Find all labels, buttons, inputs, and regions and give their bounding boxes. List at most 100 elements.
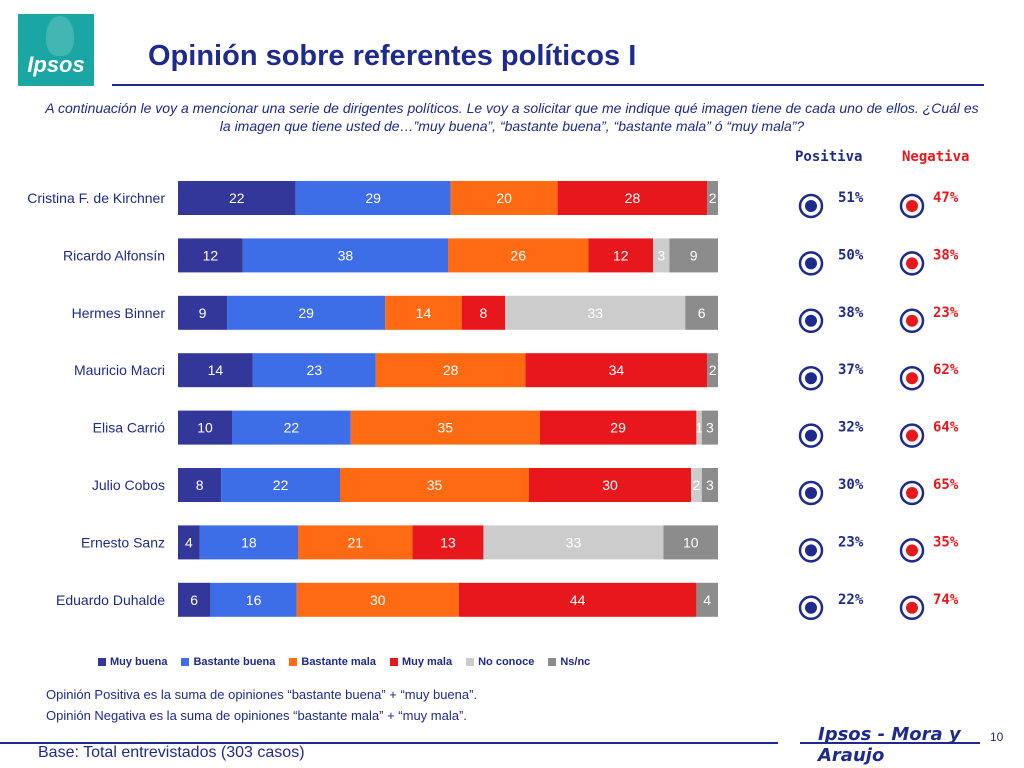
chart-legend: Muy buena Bastante buena Bastante mala Muy … bbox=[98, 656, 604, 668]
data-label: 21 bbox=[347, 534, 363, 550]
negativa-dot-icon bbox=[906, 257, 918, 270]
positiva-dot-icon bbox=[805, 200, 817, 212]
data-label: 30 bbox=[602, 477, 618, 493]
legend-label: Bastante buena bbox=[193, 656, 276, 668]
positiva-value: 37% bbox=[838, 362, 864, 378]
negativa-dot-icon bbox=[906, 487, 918, 499]
bar-segment bbox=[252, 353, 376, 388]
data-label: 6 bbox=[190, 592, 198, 608]
bar-segment bbox=[557, 181, 708, 215]
bar-segment bbox=[350, 410, 540, 445]
bar-segment bbox=[232, 410, 351, 445]
negativa-value: 74% bbox=[933, 592, 959, 608]
title-divider bbox=[112, 84, 984, 86]
data-label: 4 bbox=[185, 534, 193, 550]
data-label: 4 bbox=[703, 592, 711, 608]
bar-segment bbox=[178, 238, 243, 273]
footer-divider bbox=[0, 742, 778, 744]
negativa-value: 62% bbox=[933, 362, 959, 378]
bar-segment bbox=[458, 582, 697, 617]
bar-segment bbox=[375, 353, 526, 388]
category-label: Eduardo Duhalde bbox=[56, 592, 165, 608]
data-label: 28 bbox=[443, 362, 459, 378]
bar-segment bbox=[701, 468, 718, 502]
bar-segment bbox=[295, 181, 451, 215]
data-label: 22 bbox=[229, 190, 245, 206]
bar-segment bbox=[588, 238, 654, 273]
data-label: 35 bbox=[427, 477, 443, 493]
positiva-value: 50% bbox=[838, 247, 864, 263]
bar-segment bbox=[696, 582, 718, 617]
data-label: 14 bbox=[416, 305, 432, 321]
positiva-dot-icon bbox=[805, 257, 817, 270]
bar-segment bbox=[448, 238, 589, 273]
category-label: Ernesto Sanz bbox=[81, 534, 165, 550]
bar-segment bbox=[653, 238, 670, 273]
positiva-value: 30% bbox=[838, 477, 864, 493]
note-negativa: Opinión Negativa es la suma de opiniones… bbox=[46, 708, 467, 723]
data-label: 12 bbox=[613, 247, 629, 263]
legend-swatch bbox=[466, 658, 475, 666]
legend-label: No conoce bbox=[478, 656, 535, 668]
bar-segment bbox=[412, 525, 484, 560]
positiva-value: 38% bbox=[838, 305, 864, 321]
bar-segment bbox=[221, 468, 340, 502]
legend-item: Bastante mala bbox=[289, 656, 376, 668]
data-label: 35 bbox=[438, 420, 454, 436]
data-label: 23 bbox=[307, 362, 323, 378]
legend-swatch bbox=[289, 658, 298, 666]
category-label: Ricardo Alfonsín bbox=[63, 247, 165, 263]
page-title: Opinión sobre referentes políticos I bbox=[148, 40, 637, 72]
data-label: 29 bbox=[298, 305, 314, 321]
bar-segment bbox=[340, 468, 529, 502]
bar-segment bbox=[178, 525, 200, 560]
positiva-dot-icon bbox=[805, 314, 817, 327]
positiva-dot-icon bbox=[805, 544, 817, 557]
bar-segment bbox=[450, 181, 558, 215]
data-label: 38 bbox=[338, 247, 354, 263]
positiva-value: 32% bbox=[838, 420, 864, 436]
footer-divider-right bbox=[800, 742, 980, 744]
data-label: 29 bbox=[610, 420, 626, 436]
header-positiva: Positiva bbox=[795, 149, 863, 165]
data-label: 2 bbox=[693, 477, 701, 493]
ipsos-logo: Ipsos bbox=[18, 14, 94, 86]
data-label: 2 bbox=[709, 362, 717, 378]
legend-item: Muy mala bbox=[389, 656, 452, 668]
bar-segment bbox=[529, 468, 691, 502]
negativa-value: 38% bbox=[933, 247, 959, 263]
negativa-value: 65% bbox=[933, 477, 959, 493]
positiva-dot-icon bbox=[805, 601, 817, 614]
category-label: Julio Cobos bbox=[92, 477, 165, 493]
legend-swatch bbox=[548, 658, 557, 666]
data-label: 29 bbox=[365, 190, 381, 206]
data-label: 16 bbox=[246, 592, 262, 608]
data-label: 3 bbox=[657, 247, 665, 263]
data-label: 26 bbox=[510, 247, 526, 263]
positiva-value: 23% bbox=[838, 534, 864, 550]
bar-segment bbox=[707, 181, 718, 215]
bar-segment bbox=[178, 468, 222, 502]
data-label: 44 bbox=[570, 592, 586, 608]
bar-segment bbox=[385, 295, 462, 330]
bar-segment bbox=[242, 238, 448, 273]
legend-item: Muy buena bbox=[98, 656, 167, 668]
bar-segment bbox=[178, 410, 232, 445]
data-label: 8 bbox=[196, 477, 204, 493]
category-label: Elisa Carrió bbox=[93, 420, 166, 436]
bar-segment bbox=[696, 410, 702, 445]
bar-segment bbox=[483, 525, 664, 560]
bar-segment bbox=[505, 295, 686, 330]
data-label: 14 bbox=[208, 362, 224, 378]
data-label: 8 bbox=[480, 305, 488, 321]
bar-segment bbox=[178, 295, 228, 330]
legend-swatch bbox=[98, 658, 106, 666]
bar-segment bbox=[178, 582, 211, 617]
data-label: 2 bbox=[709, 190, 717, 206]
bar-segment bbox=[669, 238, 718, 273]
bar-segment bbox=[178, 353, 253, 388]
bar-segment bbox=[691, 468, 702, 502]
brand-name: Ipsos - Mora y Araujo bbox=[818, 724, 961, 766]
data-label: 9 bbox=[199, 305, 207, 321]
data-label: 34 bbox=[609, 362, 625, 378]
